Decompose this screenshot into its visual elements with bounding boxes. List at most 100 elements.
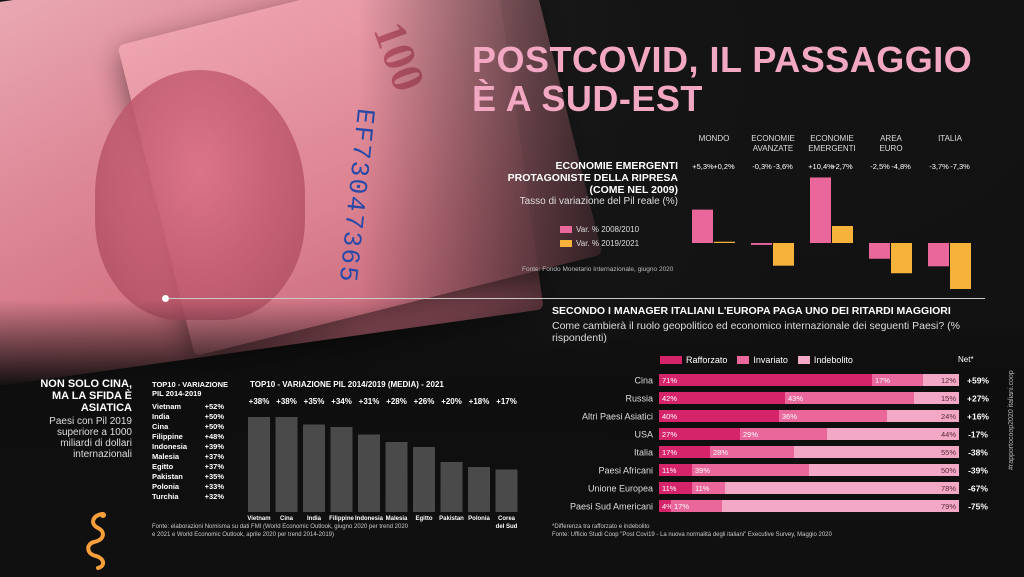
country-name: Indonesia xyxy=(152,442,188,451)
dragon-icon xyxy=(86,512,106,570)
bar-segment xyxy=(710,446,794,458)
bar-segment xyxy=(659,464,692,476)
list-item: Malesia +37% xyxy=(152,452,224,462)
legend-label-2010: Var. % 2008/2010 xyxy=(576,224,640,234)
bar-segment xyxy=(659,374,872,386)
divider-line xyxy=(165,298,985,299)
segment-label: 39% xyxy=(695,466,710,475)
segment-label: 11% xyxy=(662,484,677,493)
segment-label: 17% xyxy=(662,448,677,457)
segment-label: 40% xyxy=(662,412,677,421)
list-item: Vietnam +52% xyxy=(152,402,224,412)
segment-label: 50% xyxy=(941,466,956,475)
legend-label-rafforzato: Rafforzato xyxy=(686,355,728,365)
value-label: -3,6% xyxy=(773,162,793,171)
category-label: Filippine xyxy=(329,516,354,522)
segment-label: 29% xyxy=(743,430,758,439)
bar-segment xyxy=(725,482,959,494)
bar xyxy=(751,243,772,245)
category-label: Paesi Africani xyxy=(598,466,653,476)
bar-segment xyxy=(923,374,959,386)
country-name: Polonia xyxy=(152,482,180,491)
segment-label: 11% xyxy=(695,484,710,493)
bar xyxy=(413,447,435,512)
bar-segment xyxy=(692,482,725,494)
main-title: POSTCOVID, IL PASSAGGIO È A SUD-EST xyxy=(472,40,972,118)
value-label: -2,5% xyxy=(870,162,890,171)
segment-label: 24% xyxy=(941,412,956,421)
list-item: Pakistan +35% xyxy=(152,472,224,482)
value-label: +5,3% xyxy=(692,162,714,171)
category-label: Paesi Sud Americani xyxy=(570,502,653,512)
net-value: -67% xyxy=(968,484,988,494)
legend-label-indebolito: Indebolito xyxy=(813,355,853,365)
top10-list-title: TOP10 - VARIAZIONE PIL 2014-2019 xyxy=(152,380,228,398)
net-value: -39% xyxy=(968,466,988,476)
list-item: Filippine +48% xyxy=(152,432,224,442)
bar xyxy=(358,434,380,512)
bar-segment xyxy=(887,410,959,422)
chart3-subtitle: Come cambierà il ruolo geopolitico ed ec… xyxy=(552,320,960,344)
list-item: Turchia +32% xyxy=(152,492,224,502)
bar-segment xyxy=(671,500,722,512)
segment-label: 43% xyxy=(788,394,803,403)
bar xyxy=(810,177,831,243)
category-label: ECONOMIE xyxy=(810,134,854,143)
segment-label: 28% xyxy=(713,448,728,457)
category-label: Unione Europea xyxy=(588,484,653,494)
segment-label: 27% xyxy=(662,430,677,439)
bar xyxy=(275,417,298,512)
bar-segment xyxy=(794,446,959,458)
value-label: +38% xyxy=(276,397,297,406)
value-label: +10,4% xyxy=(808,162,834,171)
bar-segment xyxy=(722,500,959,512)
value-label: -3,7% xyxy=(929,162,949,171)
country-value: +50% xyxy=(204,412,224,421)
segment-label: 36% xyxy=(782,412,797,421)
top10-list-title-line: PIL 2014-2019 xyxy=(152,389,202,398)
legend-rafforzato: Rafforzato xyxy=(660,355,727,365)
bar xyxy=(950,243,971,289)
segment-label: 71% xyxy=(662,376,677,385)
list-item: Polonia +33% xyxy=(152,482,224,492)
source-line: *Differenza tra rafforzato e indebolito xyxy=(552,524,650,530)
chart3-legend: Rafforzato Invariato Indebolito xyxy=(660,355,853,365)
country-name: Cina xyxy=(152,422,169,431)
list-item: Cina +50% xyxy=(152,422,224,432)
left-subtitle-line: miliardi di dollari xyxy=(60,438,132,449)
category-label: Altri Paesi Asiatici xyxy=(582,412,653,422)
country-value: +33% xyxy=(204,482,224,491)
bar-segment xyxy=(659,410,779,422)
country-name: Malesia xyxy=(152,452,180,461)
bar-segment xyxy=(692,464,809,476)
bar-segment xyxy=(872,374,923,386)
category-label: India xyxy=(307,516,322,522)
category-label: Vietnam xyxy=(247,516,270,522)
chart2-plot: +38% Vietnam +38% Cina +35% India +34% Filippin… xyxy=(247,397,518,530)
net-header: Net* xyxy=(958,355,974,364)
category-label: MONDO xyxy=(699,134,730,143)
category-label: Russia xyxy=(625,394,653,404)
bar xyxy=(468,467,490,512)
segment-label: 11% xyxy=(662,466,677,475)
bar xyxy=(928,243,949,267)
country-name: Vietnam xyxy=(152,402,182,411)
value-label: -7,3% xyxy=(950,162,970,171)
bar xyxy=(495,469,518,512)
category-label: Malesia xyxy=(386,516,408,522)
bar xyxy=(303,424,325,512)
legend-swatch-2021 xyxy=(560,239,572,247)
chart3-source: *Differenza tra rafforzato e indebolito … xyxy=(552,523,832,539)
chart1-title: ECONOMIE EMERGENTI PROTAGONISTE DELLA RI… xyxy=(507,160,678,196)
bar-segment xyxy=(659,482,692,494)
category-label: Pakistan xyxy=(439,516,464,522)
category-label: Italia xyxy=(634,448,653,458)
value-label: +31% xyxy=(359,397,380,406)
legend-indebolito: Indebolito xyxy=(797,355,853,365)
category-label: ITALIA xyxy=(938,134,963,143)
value-label: -4,8% xyxy=(891,162,911,171)
value-label: +0,2% xyxy=(713,162,735,171)
value-label: +26% xyxy=(414,397,435,406)
value-label: +34% xyxy=(331,397,352,406)
